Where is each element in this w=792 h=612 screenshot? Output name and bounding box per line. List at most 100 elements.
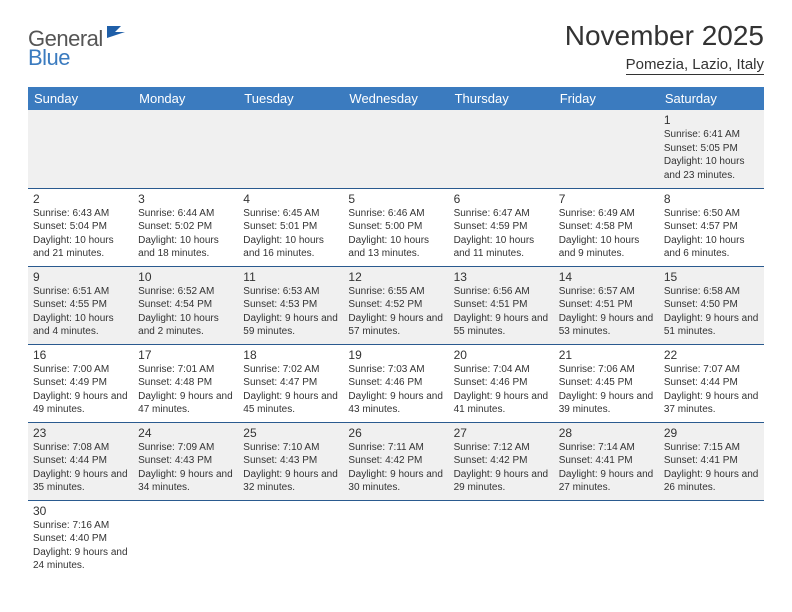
calendar-cell (449, 500, 554, 578)
sunrise-text: Sunrise: 6:43 AM (33, 207, 128, 221)
sunrise-text: Sunrise: 6:46 AM (348, 207, 443, 221)
sunset-text: Sunset: 4:54 PM (138, 298, 233, 312)
daylight-text: Daylight: 9 hours and 41 minutes. (454, 390, 549, 417)
daylight-text: Daylight: 9 hours and 59 minutes. (243, 312, 338, 339)
sunset-text: Sunset: 5:05 PM (664, 142, 759, 156)
sunset-text: Sunset: 4:46 PM (348, 376, 443, 390)
sunset-text: Sunset: 4:55 PM (33, 298, 128, 312)
sunset-text: Sunset: 4:41 PM (664, 454, 759, 468)
title-block: November 2025 Pomezia, Lazio, Italy (565, 20, 764, 75)
sunrise-text: Sunrise: 6:58 AM (664, 285, 759, 299)
day-header: Thursday (449, 87, 554, 110)
daylight-text: Daylight: 9 hours and 51 minutes. (664, 312, 759, 339)
daylight-text: Daylight: 9 hours and 26 minutes. (664, 468, 759, 495)
daylight-text: Daylight: 10 hours and 9 minutes. (559, 234, 654, 261)
sunrise-text: Sunrise: 6:57 AM (559, 285, 654, 299)
sunrise-text: Sunrise: 6:53 AM (243, 285, 338, 299)
calendar-cell: 26Sunrise: 7:11 AMSunset: 4:42 PMDayligh… (343, 422, 448, 500)
sunset-text: Sunset: 4:43 PM (243, 454, 338, 468)
sunset-text: Sunset: 4:58 PM (559, 220, 654, 234)
calendar-cell (449, 110, 554, 188)
sunset-text: Sunset: 4:42 PM (348, 454, 443, 468)
day-number: 26 (348, 426, 443, 440)
sunrise-text: Sunrise: 6:41 AM (664, 128, 759, 142)
sunrise-text: Sunrise: 6:51 AM (33, 285, 128, 299)
sunset-text: Sunset: 4:52 PM (348, 298, 443, 312)
daylight-text: Daylight: 10 hours and 13 minutes. (348, 234, 443, 261)
daylight-text: Daylight: 10 hours and 11 minutes. (454, 234, 549, 261)
daylight-text: Daylight: 9 hours and 34 minutes. (138, 468, 233, 495)
day-number: 14 (559, 270, 654, 284)
calendar-cell: 22Sunrise: 7:07 AMSunset: 4:44 PMDayligh… (659, 344, 764, 422)
sunrise-text: Sunrise: 7:08 AM (33, 441, 128, 455)
sunset-text: Sunset: 5:04 PM (33, 220, 128, 234)
sunrise-text: Sunrise: 7:14 AM (559, 441, 654, 455)
sunrise-text: Sunrise: 6:49 AM (559, 207, 654, 221)
day-number: 10 (138, 270, 233, 284)
sunrise-text: Sunrise: 7:15 AM (664, 441, 759, 455)
daylight-text: Daylight: 9 hours and 32 minutes. (243, 468, 338, 495)
day-header: Friday (554, 87, 659, 110)
calendar-cell (133, 110, 238, 188)
calendar-cell: 11Sunrise: 6:53 AMSunset: 4:53 PMDayligh… (238, 266, 343, 344)
calendar-page: General November 2025 Pomezia, Lazio, It… (0, 0, 792, 598)
calendar-cell: 10Sunrise: 6:52 AMSunset: 4:54 PMDayligh… (133, 266, 238, 344)
daylight-text: Daylight: 9 hours and 35 minutes. (33, 468, 128, 495)
calendar-cell: 14Sunrise: 6:57 AMSunset: 4:51 PMDayligh… (554, 266, 659, 344)
day-number: 6 (454, 192, 549, 206)
calendar-cell: 15Sunrise: 6:58 AMSunset: 4:50 PMDayligh… (659, 266, 764, 344)
day-number: 15 (664, 270, 759, 284)
daylight-text: Daylight: 10 hours and 2 minutes. (138, 312, 233, 339)
calendar-cell: 4Sunrise: 6:45 AMSunset: 5:01 PMDaylight… (238, 188, 343, 266)
sunrise-text: Sunrise: 7:03 AM (348, 363, 443, 377)
day-number: 9 (33, 270, 128, 284)
day-header: Wednesday (343, 87, 448, 110)
day-number: 1 (664, 113, 759, 127)
calendar-week-row: 2Sunrise: 6:43 AMSunset: 5:04 PMDaylight… (28, 188, 764, 266)
day-number: 20 (454, 348, 549, 362)
day-number: 16 (33, 348, 128, 362)
calendar-cell (28, 110, 133, 188)
day-number: 29 (664, 426, 759, 440)
calendar-cell (133, 500, 238, 578)
sunset-text: Sunset: 4:47 PM (243, 376, 338, 390)
sunrise-text: Sunrise: 7:11 AM (348, 441, 443, 455)
header: General November 2025 Pomezia, Lazio, It… (28, 20, 764, 75)
day-number: 17 (138, 348, 233, 362)
sunset-text: Sunset: 4:50 PM (664, 298, 759, 312)
sunset-text: Sunset: 4:59 PM (454, 220, 549, 234)
daylight-text: Daylight: 9 hours and 55 minutes. (454, 312, 549, 339)
daylight-text: Daylight: 10 hours and 21 minutes. (33, 234, 128, 261)
calendar-cell: 29Sunrise: 7:15 AMSunset: 4:41 PMDayligh… (659, 422, 764, 500)
calendar-cell: 7Sunrise: 6:49 AMSunset: 4:58 PMDaylight… (554, 188, 659, 266)
daylight-text: Daylight: 9 hours and 43 minutes. (348, 390, 443, 417)
sunrise-text: Sunrise: 6:45 AM (243, 207, 338, 221)
daylight-text: Daylight: 10 hours and 6 minutes. (664, 234, 759, 261)
calendar-cell: 8Sunrise: 6:50 AMSunset: 4:57 PMDaylight… (659, 188, 764, 266)
daylight-text: Daylight: 9 hours and 37 minutes. (664, 390, 759, 417)
calendar-cell (659, 500, 764, 578)
sunset-text: Sunset: 5:00 PM (348, 220, 443, 234)
daylight-text: Daylight: 10 hours and 23 minutes. (664, 155, 759, 182)
sunset-text: Sunset: 4:41 PM (559, 454, 654, 468)
sunrise-text: Sunrise: 6:55 AM (348, 285, 443, 299)
day-number: 4 (243, 192, 338, 206)
daylight-text: Daylight: 9 hours and 47 minutes. (138, 390, 233, 417)
day-number: 30 (33, 504, 128, 518)
calendar-cell: 23Sunrise: 7:08 AMSunset: 4:44 PMDayligh… (28, 422, 133, 500)
calendar-cell: 16Sunrise: 7:00 AMSunset: 4:49 PMDayligh… (28, 344, 133, 422)
daylight-text: Daylight: 10 hours and 16 minutes. (243, 234, 338, 261)
sunset-text: Sunset: 5:01 PM (243, 220, 338, 234)
day-number: 18 (243, 348, 338, 362)
sunrise-text: Sunrise: 7:06 AM (559, 363, 654, 377)
sunset-text: Sunset: 4:57 PM (664, 220, 759, 234)
daylight-text: Daylight: 9 hours and 45 minutes. (243, 390, 338, 417)
day-header-row: Sunday Monday Tuesday Wednesday Thursday… (28, 87, 764, 110)
calendar-cell: 24Sunrise: 7:09 AMSunset: 4:43 PMDayligh… (133, 422, 238, 500)
calendar-cell: 3Sunrise: 6:44 AMSunset: 5:02 PMDaylight… (133, 188, 238, 266)
sunrise-text: Sunrise: 7:00 AM (33, 363, 128, 377)
sunrise-text: Sunrise: 7:09 AM (138, 441, 233, 455)
calendar-cell: 18Sunrise: 7:02 AMSunset: 4:47 PMDayligh… (238, 344, 343, 422)
sunset-text: Sunset: 4:44 PM (664, 376, 759, 390)
calendar-week-row: 9Sunrise: 6:51 AMSunset: 4:55 PM Daylight… (28, 266, 764, 344)
